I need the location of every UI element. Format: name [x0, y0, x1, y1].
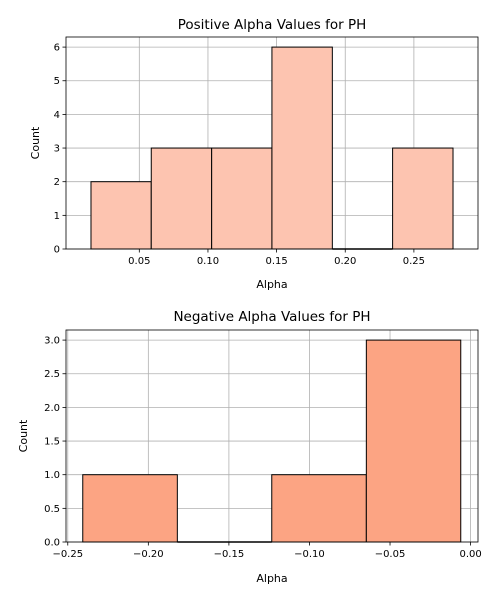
y-tick-label: 2 — [54, 177, 60, 188]
bars-negative — [82, 339, 462, 543]
chart-positive-alpha: 0.05 0.10 0.15 0.20 0.25 0 1 2 3 4 5 6 Positive Al… — [29, 17, 479, 291]
x-tick-label: 0.00 — [459, 549, 481, 560]
histogram-bar — [90, 181, 152, 250]
y-ticks-negative: 0.0 0.5 1.0 1.5 2.0 2.5 3.0 — [44, 336, 66, 549]
y-tick-label: 1 — [54, 211, 60, 222]
y-tick-label: 2.0 — [44, 403, 60, 414]
histogram-bar — [82, 474, 178, 543]
x-tick-label: 0.25 — [403, 256, 425, 267]
chart-negative-alpha: −0.25 −0.20 −0.15 −0.10 −0.05 0.00 0.0 0.5 1.0 1… — [17, 309, 482, 585]
axes-frame-negative — [65, 329, 479, 543]
histogram-bar — [271, 46, 333, 250]
histogram-bar — [150, 147, 213, 250]
y-tick-label: 0 — [54, 245, 60, 256]
y-tick-label: 1.5 — [44, 437, 60, 448]
y-tick-label: 4 — [54, 110, 60, 121]
x-tick-label: −0.15 — [214, 549, 245, 560]
y-tick-label: 3 — [54, 144, 60, 155]
y-tick-label: 6 — [54, 43, 60, 54]
y-tick-label: 0.0 — [44, 538, 60, 549]
chart-title-positive: Positive Alpha Values for PH — [178, 17, 367, 33]
x-tick-label: 0.15 — [265, 256, 287, 267]
x-tick-label: 0.10 — [197, 256, 219, 267]
histogram-bar — [271, 474, 367, 543]
x-tick-label: −0.25 — [52, 549, 83, 560]
chart-title-negative: Negative Alpha Values for PH — [173, 309, 370, 325]
y-axis-label-positive: Count — [29, 126, 42, 159]
x-axis-label-negative: Alpha — [256, 572, 287, 585]
x-axis-label-positive: Alpha — [256, 278, 287, 291]
y-ticks-positive: 0 1 2 3 4 5 6 — [54, 43, 66, 256]
histogram-bar — [211, 147, 273, 250]
x-tick-label: 0.05 — [128, 256, 150, 267]
axes-frame-positive — [65, 36, 479, 250]
y-tick-label: 0.5 — [44, 504, 60, 515]
x-tick-label: 0.20 — [334, 256, 356, 267]
x-ticks-positive: 0.05 0.10 0.15 0.20 0.25 — [128, 249, 425, 267]
y-tick-label: 2.5 — [44, 369, 60, 380]
bars-positive — [90, 46, 454, 250]
x-tick-label: −0.10 — [294, 549, 325, 560]
x-ticks-negative: −0.25 −0.20 −0.15 −0.10 −0.05 0.00 — [52, 542, 482, 560]
y-tick-label: 5 — [54, 76, 60, 87]
x-tick-label: −0.05 — [375, 549, 406, 560]
y-tick-label: 3.0 — [44, 336, 60, 347]
histogram-bar — [392, 147, 454, 250]
y-tick-label: 1.0 — [44, 470, 60, 481]
histogram-bar — [365, 339, 462, 543]
y-axis-label-negative: Count — [17, 419, 30, 452]
x-tick-label: −0.20 — [133, 549, 164, 560]
